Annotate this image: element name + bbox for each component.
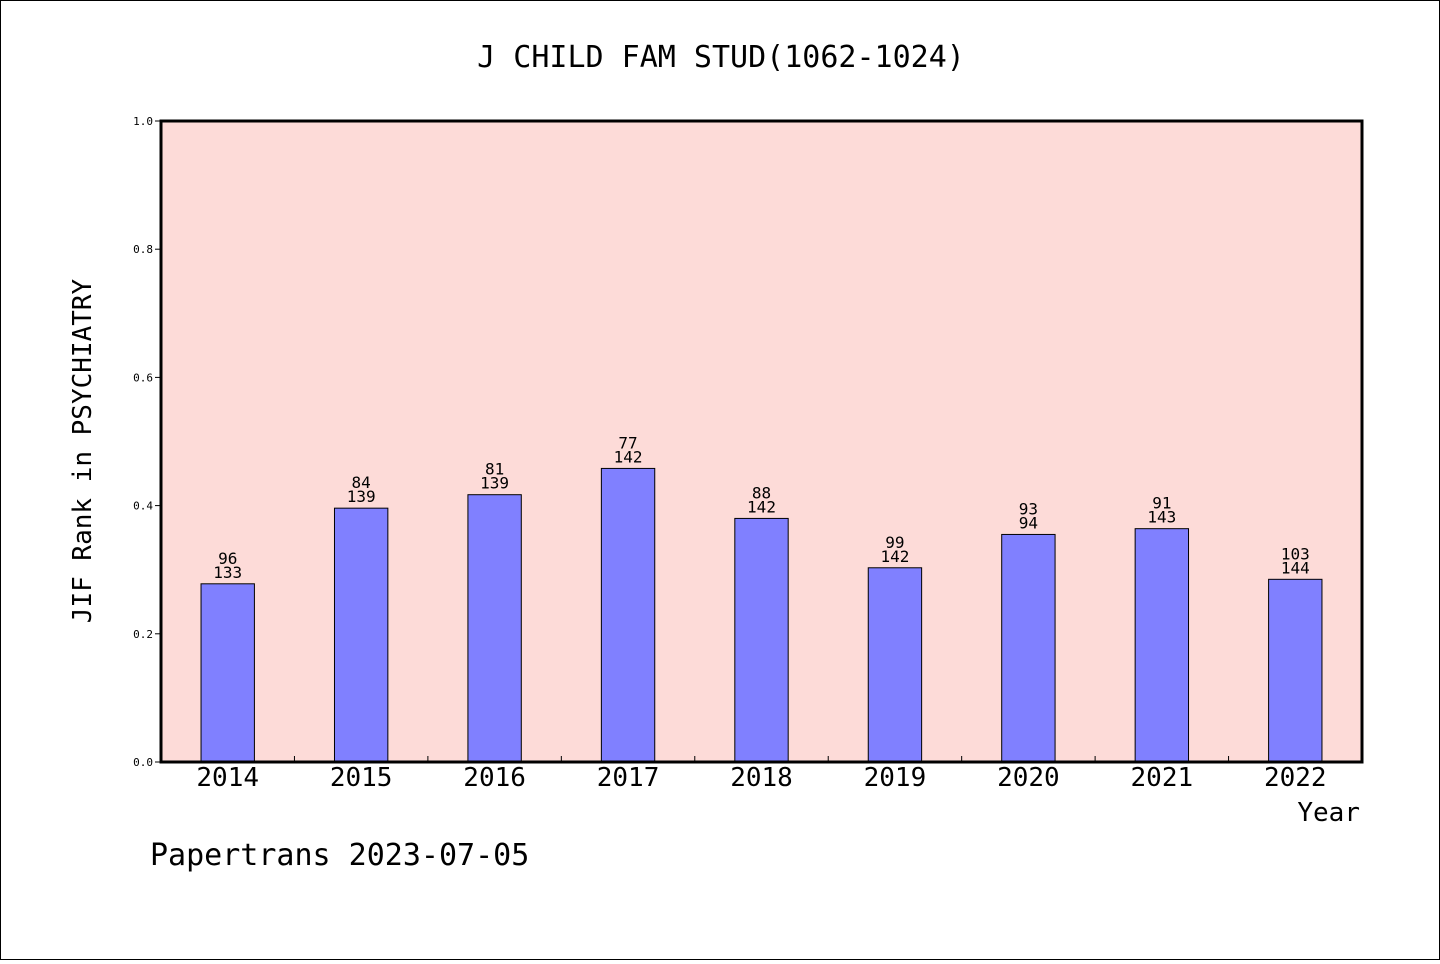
bar-total-label: 142 — [614, 447, 643, 466]
bar-total-label: 94 — [1019, 513, 1038, 532]
y-axis: 0.0 0.2 0.4 0.6 0.8 1.0 — [133, 115, 161, 769]
bar-rank-label: 96 — [218, 549, 237, 568]
y-tick-label: 0.6 — [133, 371, 153, 384]
y-tick-label: 0.0 — [133, 756, 153, 769]
y-tick-label: 0.8 — [133, 243, 153, 256]
bar-rank-label: 93 — [1019, 499, 1038, 518]
x-tick-label: 2014 — [196, 763, 259, 793]
y-tick-label: 0.2 — [133, 628, 153, 641]
bar-total-label: 139 — [480, 474, 509, 493]
bar-labels-group: 9613384139811397714288142991429394911431… — [213, 433, 1309, 581]
bar-2021 — [1134, 528, 1190, 763]
bar-total-label: 142 — [880, 547, 909, 566]
footer-credit: Papertrans 2023-07-05 — [150, 838, 529, 873]
bar-2020 — [1001, 533, 1056, 763]
x-tick-label: 2016 — [463, 763, 526, 793]
bar-2015 — [333, 507, 389, 763]
x-tick-label: 2021 — [1131, 763, 1194, 793]
bar-2022 — [1268, 578, 1323, 763]
x-tick-label: 2022 — [1264, 763, 1327, 793]
x-tick-label: 2017 — [597, 763, 660, 793]
bar-total-label: 142 — [747, 497, 776, 516]
x-axis-label: Year — [1297, 798, 1360, 828]
bars-group — [200, 467, 1323, 763]
bar-2018 — [734, 517, 789, 763]
bar-rank-label: 81 — [485, 460, 504, 479]
x-axis: 2014 2015 2016 2017 2018 2019 2020 2021 2022 — [196, 756, 1327, 793]
bar-total-label: 144 — [1281, 558, 1310, 577]
x-tick-label: 2018 — [730, 763, 793, 793]
plot-border — [159, 119, 1364, 764]
bar-2014 — [200, 583, 255, 763]
bar-2016 — [467, 494, 522, 763]
bar-rank-label: 84 — [352, 473, 371, 492]
bar-rank-label: 88 — [752, 483, 771, 502]
y-axis-label: JIF Rank in PSYCHIATRY — [68, 278, 98, 623]
y-tick-label: 0.4 — [133, 500, 153, 513]
bar-rank-label: 77 — [618, 433, 637, 452]
x-tick-label: 2020 — [997, 763, 1060, 793]
bar-rank-label: 103 — [1281, 544, 1310, 563]
chart-title: J CHILD FAM STUD(1062-1024) — [477, 40, 965, 75]
bar-2017 — [600, 467, 656, 763]
y-tick-label: 1.0 — [133, 115, 153, 128]
bar-total-label: 139 — [347, 487, 376, 506]
bar-2019 — [867, 567, 923, 763]
bar-total-label: 133 — [213, 563, 242, 582]
bar-total-label: 143 — [1147, 508, 1176, 527]
bar-rank-label: 91 — [1152, 494, 1171, 513]
x-tick-label: 2015 — [330, 763, 393, 793]
x-tick-label: 2019 — [864, 763, 927, 793]
bar-rank-label: 99 — [885, 533, 904, 552]
